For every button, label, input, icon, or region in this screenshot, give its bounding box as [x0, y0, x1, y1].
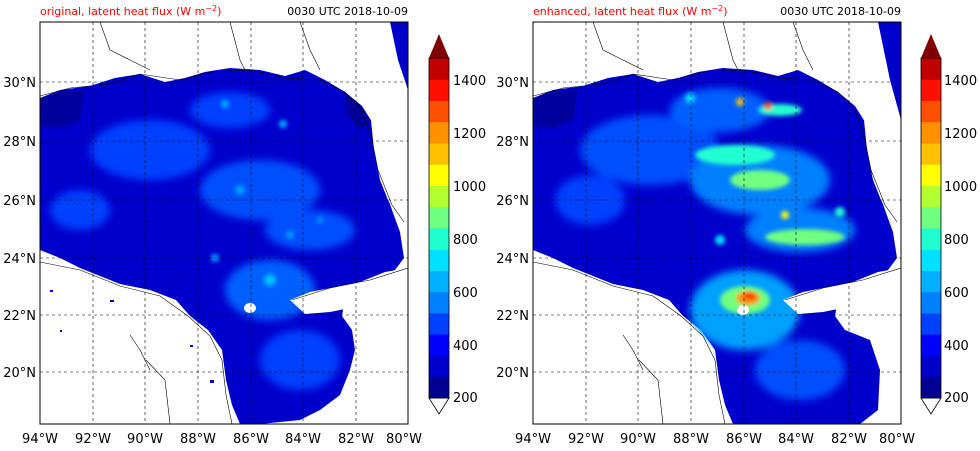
colorbar-swatch — [429, 313, 449, 335]
colorbar-swatch — [429, 58, 449, 80]
lat-tick: 30°N — [496, 76, 529, 91]
colorbar-label: 1200 — [944, 127, 977, 142]
lon-tick: 88°W — [180, 432, 216, 447]
colorbar-labels-enhanced: 1400 1200 1000 800 600 400 200 — [944, 74, 977, 406]
colorbar-swatch — [921, 249, 941, 271]
lon-tick: 82°W — [338, 432, 374, 447]
lat-tick: 20°N — [496, 366, 529, 381]
lon-tick: 84°W — [778, 432, 814, 447]
colorbar-swatch — [429, 185, 449, 208]
colorbar-extend-min — [428, 397, 450, 415]
panel-title-enhanced: enhanced, latent heat flux (W m−2) — [533, 4, 728, 18]
lon-tick: 86°W — [726, 432, 762, 447]
lat-tick: 24°N — [3, 252, 36, 267]
map-area-enhanced — [533, 22, 901, 424]
colorbar-swatch — [429, 143, 449, 165]
colorbar-swatch — [921, 58, 941, 80]
lat-tick: 28°N — [3, 135, 36, 150]
colorbar-swatch — [921, 185, 941, 208]
colorbar-swatch — [429, 206, 449, 229]
colorbar-swatch — [429, 164, 449, 186]
lon-tick: 90°W — [127, 432, 163, 447]
colorbar-swatch — [921, 270, 941, 293]
lon-axis-original: 94°W 92°W 90°W 88°W 86°W 84°W 82°W 80°W — [22, 432, 422, 447]
colorbar-swatch — [429, 100, 449, 123]
colorbar-swatch — [921, 143, 941, 165]
map-area-original — [40, 22, 408, 424]
lon-axis-enhanced: 94°W 92°W 90°W 88°W 86°W 84°W 82°W 80°W — [515, 432, 915, 447]
lat-axis-enhanced: 30°N 28°N 26°N 24°N 22°N 20°N — [496, 76, 529, 381]
colorbar-extend-min — [920, 397, 942, 415]
colorbar-label: 1200 — [453, 127, 486, 142]
panel-title-original: original, latent heat flux (W m−2) — [40, 4, 221, 18]
colorbar-swatch — [429, 291, 449, 314]
panel-time-original: 0030 UTC 2018-10-09 — [287, 5, 408, 18]
colorbar-swatch — [921, 313, 941, 335]
lat-tick: 26°N — [496, 194, 529, 209]
colorbar-swatch — [921, 79, 941, 101]
colorbar-frame — [428, 57, 450, 399]
colorbar-swatch — [921, 334, 941, 356]
colorbar-swatch — [429, 228, 449, 250]
lon-tick: 80°W — [879, 432, 915, 447]
lat-tick: 20°N — [3, 366, 36, 381]
colorbar-swatch — [429, 121, 449, 144]
lon-tick: 88°W — [673, 432, 709, 447]
lon-tick: 86°W — [233, 432, 269, 447]
colorbar-label: 800 — [453, 233, 478, 248]
lon-tick: 94°W — [22, 432, 58, 447]
colorbar-label: 400 — [944, 339, 969, 354]
colorbar-swatch — [429, 334, 449, 356]
map-frame-original — [39, 21, 409, 425]
map-panel-original: original, latent heat flux (W m−2) 0030 … — [3, 4, 486, 447]
colorbar-frame — [920, 57, 942, 399]
colorbar-swatch — [429, 376, 449, 399]
colorbar-original: 1400 1200 1000 800 600 400 200 — [428, 34, 486, 415]
colorbar-label: 200 — [453, 391, 478, 406]
colorbar-label: 1000 — [944, 180, 977, 195]
colorbar-label: 800 — [944, 233, 969, 248]
lon-tick: 80°W — [386, 432, 422, 447]
colorbar-label: 400 — [453, 339, 478, 354]
panel-time-enhanced: 0030 UTC 2018-10-09 — [780, 5, 901, 18]
lat-axis-original: 30°N 28°N 26°N 24°N 22°N 20°N — [3, 76, 36, 381]
lon-tick: 90°W — [620, 432, 656, 447]
colorbar-label: 600 — [453, 286, 478, 301]
colorbar-swatch — [921, 206, 941, 229]
lat-tick: 24°N — [496, 252, 529, 267]
colorbar-enhanced: 1400 1200 1000 800 600 400 200 — [920, 34, 977, 415]
lat-tick: 22°N — [496, 309, 529, 324]
colorbar-extend-max — [921, 34, 941, 58]
colorbar-label: 1400 — [453, 74, 486, 89]
colorbar-swatch — [921, 100, 941, 123]
lat-tick: 28°N — [496, 135, 529, 150]
colorbar-label: 200 — [944, 391, 969, 406]
colorbar-labels-original: 1400 1200 1000 800 600 400 200 — [453, 74, 486, 406]
colorbar-swatch — [921, 121, 941, 144]
colorbar-swatch — [921, 228, 941, 250]
colorbar-swatch — [429, 249, 449, 271]
lat-tick: 22°N — [3, 309, 36, 324]
colorbar-swatch — [921, 355, 941, 378]
colorbar-swatch — [429, 355, 449, 378]
colorbar-swatch — [921, 164, 941, 186]
lon-tick: 92°W — [568, 432, 604, 447]
lon-tick: 84°W — [285, 432, 321, 447]
lat-tick: 26°N — [3, 194, 36, 209]
lon-tick: 82°W — [831, 432, 867, 447]
lon-tick: 94°W — [515, 432, 551, 447]
map-frame-enhanced — [532, 21, 902, 425]
colorbar-label: 1000 — [453, 180, 486, 195]
colorbar-swatch — [429, 79, 449, 101]
colorbar-extend-max — [429, 34, 449, 58]
lon-tick: 92°W — [75, 432, 111, 447]
colorbar-swatch — [429, 270, 449, 293]
map-panel-enhanced: enhanced, latent heat flux (W m−2) 0030 … — [496, 4, 977, 447]
lat-tick: 30°N — [3, 76, 36, 91]
colorbar-label: 600 — [944, 286, 969, 301]
colorbar-swatch — [921, 291, 941, 314]
colorbar-label: 1400 — [944, 74, 977, 89]
colorbar-swatch — [921, 376, 941, 399]
